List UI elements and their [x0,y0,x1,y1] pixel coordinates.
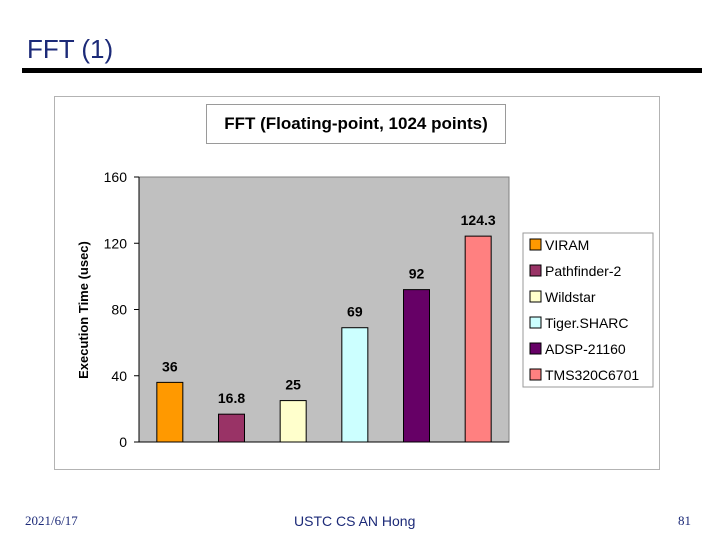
legend-swatch [529,238,542,251]
legend-label: Pathfinder-2 [545,263,621,279]
legend-label: TMS320C6701 [545,367,639,383]
bar-tiger-sharc [341,327,369,443]
bar-value-label: 36 [162,358,178,374]
footer-page-number: 81 [678,513,691,528]
bar-value-label: 16.8 [218,390,245,406]
footer-center: USTC CS AN Hong [294,513,416,529]
bar-pathfinder-2 [218,413,245,443]
chart-title-box: FFT (Floating-point, 1024 points) [206,104,506,144]
y-tick-label: 40 [111,368,127,384]
legend-label: VIRAM [545,237,589,253]
legend-swatch [529,368,542,381]
bar-wildstar [279,400,307,443]
bar-value-label: 124.3 [461,212,496,228]
bar-value-label: 69 [347,304,363,320]
footer-date: 2021/6/17 [25,513,78,528]
y-axis-label: Execution Time (usec) [76,241,91,379]
bar-adsp-21160 [403,289,430,443]
plot-area [138,176,510,443]
legend-swatch [529,290,542,303]
title-rule [22,68,702,73]
chart-title: FFT (Floating-point, 1024 points) [224,114,488,133]
bar-value-label: 25 [285,377,301,393]
y-tick-label: 0 [119,434,127,450]
slide-title: FFT (1) [27,34,114,64]
bar-tms320c6701 [464,235,492,443]
y-tick-label: 120 [104,235,128,251]
legend-box [522,232,654,388]
y-tick-label: 80 [111,302,127,318]
legend-swatch [529,316,542,329]
bar-viram [156,381,184,443]
y-tick-label: 160 [104,169,128,185]
legend-label: Tiger.SHARC [545,315,629,331]
legend-swatch [529,342,542,355]
legend-swatch [529,264,542,277]
bar-value-label: 92 [409,266,425,282]
legend-label: ADSP-21160 [545,341,626,357]
legend-label: Wildstar [545,289,596,305]
